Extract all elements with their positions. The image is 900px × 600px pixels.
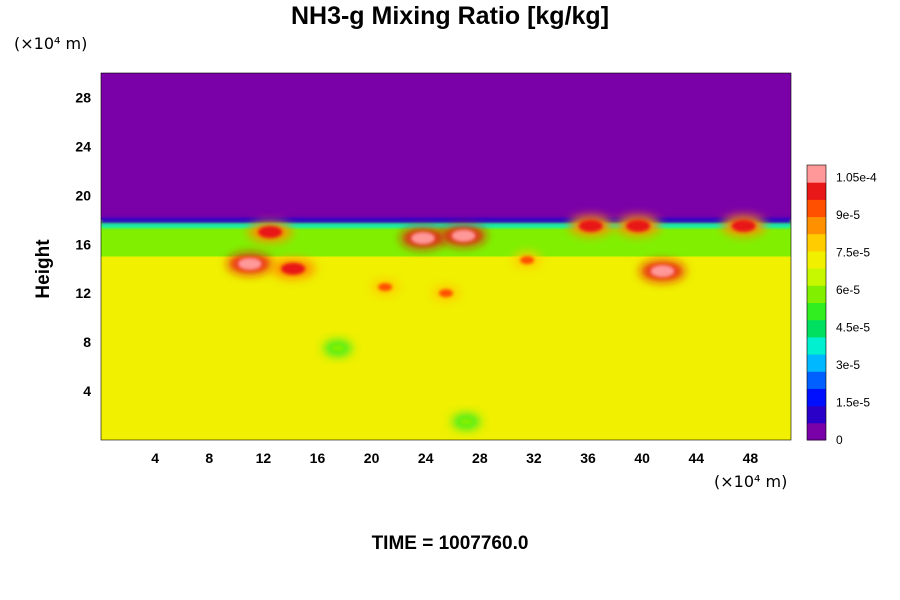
field-feature [650,265,675,278]
colorbar-swatch [807,199,826,218]
colorbar-swatch [807,233,826,252]
colorbar-swatch [807,405,826,424]
x-tick-label: 24 [418,450,434,466]
field-image [101,73,791,440]
colorbar-swatch [807,388,826,407]
colorbar-swatch [807,371,826,389]
y-tick-label: 28 [75,89,91,105]
region-upper-layer [101,73,791,220]
colorbar-swatch [807,422,826,441]
colorbar-tick-label: 3e-5 [836,358,860,372]
field-feature [520,256,535,265]
x-tick-label: 32 [526,450,542,466]
field-feature [378,283,393,292]
colorbar-swatch [807,319,826,338]
colorbar-swatch [807,165,826,183]
field-feature [731,219,756,232]
colorbar-swatch [807,354,826,372]
boundary-band-cyan [101,223,791,228]
field-feature [459,417,474,426]
field-feature [281,262,306,275]
x-tick-label: 16 [310,450,326,466]
x-tick-label: 28 [472,450,488,466]
y-tick-label: 16 [75,236,91,252]
colorbar-swatch [807,216,826,235]
x-axis-unit-label: (×10⁴ m) [714,472,788,491]
colorbar-tick-label: 1.5e-5 [836,396,870,410]
x-tick-label: 48 [743,450,759,466]
region-lower-layer [101,256,791,440]
colorbar-swatch [807,268,826,286]
field-feature [439,289,453,298]
y-tick-label: 20 [75,187,91,203]
x-tick-label: 8 [205,450,213,466]
plot-frame [100,72,792,441]
colorbar-swatch [807,182,826,200]
field-feature [626,219,651,232]
colorbar-tick-label: 9e-5 [836,208,860,222]
boundary-band-blue [101,217,791,224]
x-tick-label: 40 [634,450,650,466]
colorbar-swatch [807,302,826,321]
field-feature [237,257,262,270]
y-tick-label: 8 [83,334,91,350]
x-tick-label: 20 [364,450,380,466]
colorbar-tick-label: 7.5e-5 [836,246,870,260]
colorbar-swatch [807,336,826,355]
x-tick-label: 44 [689,450,705,466]
x-tick-label: 12 [256,450,272,466]
field-feature [411,232,435,245]
colorbar: 0 1.5e-5 3e-5 4.5e-5 6e-5 7.5e-5 9e-5 1.05e-4 [806,164,877,447]
y-tick-label: 12 [75,285,91,301]
x-tick-label: 4 [151,450,159,466]
colorbar-tick-label: 6e-5 [836,283,860,297]
colorbar-tick-label: 0 [836,433,843,447]
time-label: TIME = 1007760.0 [371,533,529,554]
colorbar-frame [806,164,827,441]
x-tick-label: 36 [580,450,596,466]
chart-title: NH3-g Mixing Ratio [kg/kg] [290,2,610,30]
y-tick-label: 4 [83,383,91,399]
y-tick-label: 24 [75,138,91,154]
field-feature [258,226,283,239]
field-feature [330,344,345,353]
field-feature [578,219,603,232]
field-feature [451,229,476,242]
colorbar-tick-label: 1.05e-4 [836,171,877,185]
colorbar-swatch [807,250,826,269]
colorbar-tick-label: 4.5e-5 [836,321,870,335]
colorbar-swatch [807,285,826,303]
y-axis-unit-label: (×10⁴ m) [14,34,88,53]
